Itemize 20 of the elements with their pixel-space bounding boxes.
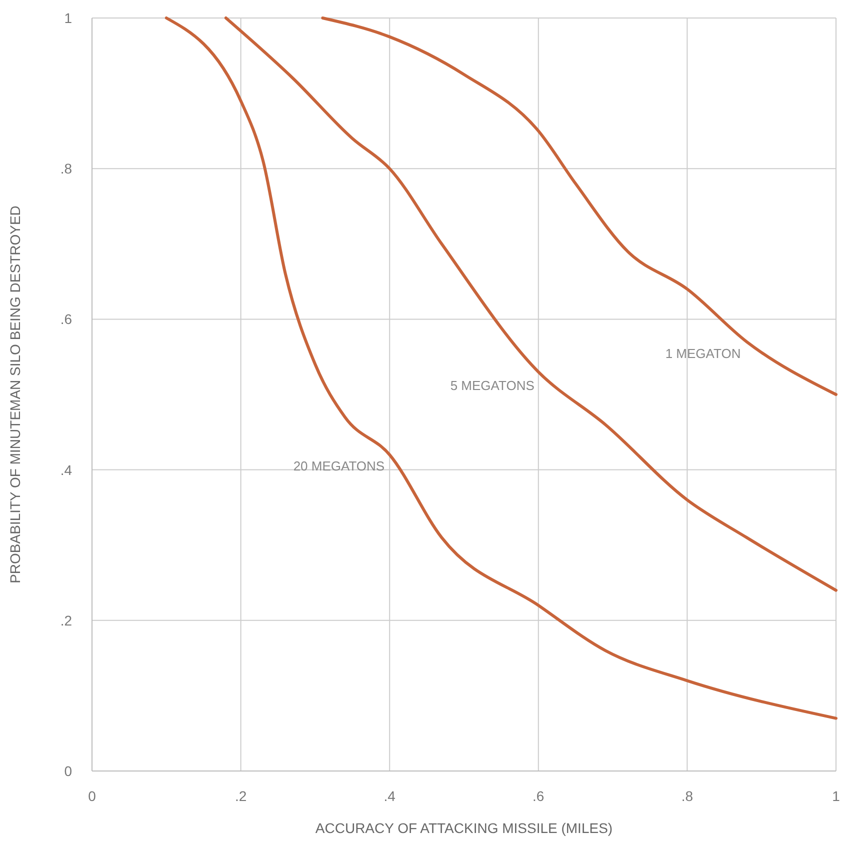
y-tick-label: .2 — [60, 612, 72, 628]
y-tick-label: 0 — [64, 763, 72, 779]
line-series — [224, 16, 838, 592]
y-tick-label: .8 — [60, 160, 72, 177]
y-tick-label: 1 — [64, 10, 72, 26]
series-label: 1 MEGATON — [665, 346, 741, 361]
series-label: 5 MEGATONS — [450, 378, 535, 393]
series-label: 20 MEGATONS — [293, 458, 385, 474]
x-axis-title: ACCURACY OF ATTACKING MISSILE (MILES) — [315, 820, 613, 836]
y-axis-title: PROBABILITY OF MINUTEMAN SILO BEING DESTROYED — [7, 206, 23, 584]
line-series — [321, 16, 838, 396]
y-tick-label: .6 — [60, 311, 72, 328]
y-tick-label: .4 — [60, 462, 72, 478]
x-tick-label: 1 — [832, 788, 840, 804]
x-tick-label: .2 — [234, 788, 247, 804]
x-tick-label: .8 — [681, 788, 694, 804]
x-tick-label: .4 — [384, 788, 396, 804]
x-tick-label: .6 — [532, 788, 544, 804]
line-series — [164, 16, 838, 720]
x-tick-label: 0 — [88, 788, 96, 804]
